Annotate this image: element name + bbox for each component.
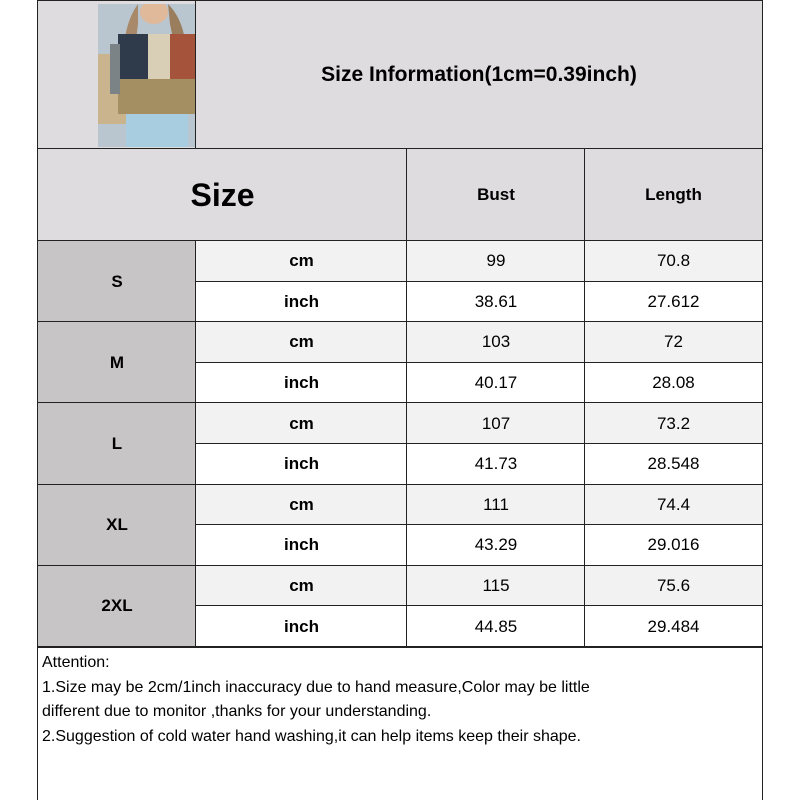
unit-label: cm bbox=[195, 321, 408, 364]
unit-label: inch bbox=[195, 443, 408, 486]
length-value: 72 bbox=[584, 321, 763, 364]
note-line: different due to monitor ,thanks for you… bbox=[42, 703, 432, 720]
size-label: XL bbox=[37, 483, 197, 567]
size-label: M bbox=[37, 321, 197, 405]
length-value: 29.484 bbox=[584, 605, 763, 648]
bust-value: 38.61 bbox=[406, 280, 586, 324]
unit-label: cm bbox=[195, 402, 408, 445]
length-value: 75.6 bbox=[584, 564, 763, 608]
note-line: 2.Suggestion of cold water hand washing,… bbox=[42, 727, 581, 745]
attention-notes: Attention: 1.Size may be 2cm/1inch inacc… bbox=[37, 646, 763, 800]
size-information-title: Size Information(1cm=0.39inch) bbox=[195, 0, 763, 150]
header-size: Size bbox=[37, 148, 408, 242]
bust-value: 103 bbox=[406, 321, 586, 364]
length-value: 74.4 bbox=[584, 483, 763, 527]
unit-label: inch bbox=[195, 524, 408, 567]
product-photo bbox=[98, 4, 210, 147]
bust-value: 111 bbox=[406, 483, 586, 527]
length-value: 73.2 bbox=[584, 402, 763, 445]
length-value: 27.612 bbox=[584, 280, 763, 324]
unit-label: cm bbox=[195, 564, 408, 608]
bust-value: 40.17 bbox=[406, 361, 586, 405]
unit-label: cm bbox=[195, 483, 408, 527]
note-line: 1.Size may be 2cm/1inch inaccuracy due t… bbox=[42, 678, 590, 696]
length-value: 28.08 bbox=[584, 361, 763, 405]
size-label: S bbox=[37, 240, 197, 324]
bust-value: 44.85 bbox=[406, 605, 586, 648]
bust-value: 107 bbox=[406, 402, 586, 445]
size-label: L bbox=[37, 402, 197, 486]
header-bust: Bust bbox=[406, 148, 586, 242]
header-length: Length bbox=[584, 148, 763, 242]
product-image-cell bbox=[37, 0, 210, 150]
length-value: 28.548 bbox=[584, 443, 763, 486]
unit-label: inch bbox=[195, 361, 408, 405]
unit-label: inch bbox=[195, 280, 408, 324]
bust-value: 43.29 bbox=[406, 524, 586, 567]
bust-value: 41.73 bbox=[406, 443, 586, 486]
note-line: Attention: bbox=[42, 654, 110, 671]
bust-value: 115 bbox=[406, 564, 586, 608]
length-value: 70.8 bbox=[584, 240, 763, 283]
length-value: 29.016 bbox=[584, 524, 763, 567]
unit-label: cm bbox=[195, 240, 408, 283]
size-label: 2XL bbox=[37, 564, 197, 648]
unit-label: inch bbox=[195, 605, 408, 648]
bust-value: 99 bbox=[406, 240, 586, 283]
